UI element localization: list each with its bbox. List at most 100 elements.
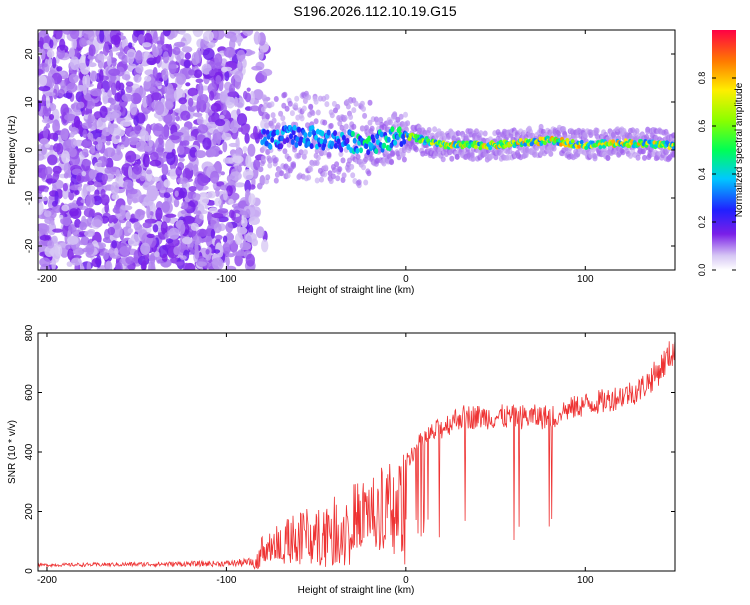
noise-blob — [82, 83, 87, 96]
noise-blob — [244, 205, 253, 211]
noise-blob — [255, 226, 265, 239]
ridge-halo — [261, 144, 267, 151]
noise-blob — [222, 235, 228, 243]
ridge-halo — [504, 134, 510, 141]
noise-blob — [44, 143, 51, 148]
noise-blob — [212, 30, 225, 40]
ridge-halo — [293, 102, 299, 109]
noise-blob — [235, 216, 242, 222]
noise-blob — [223, 190, 228, 201]
ridge-core — [295, 136, 300, 143]
noise-blob — [181, 183, 187, 188]
ridge-halo — [323, 164, 329, 171]
ridge-core — [364, 143, 369, 150]
noise-blob — [249, 105, 260, 112]
noise-blob — [222, 242, 231, 255]
noise-blob — [249, 184, 256, 190]
noise-blob — [171, 148, 176, 157]
noise-blob — [59, 38, 66, 51]
ridge-core — [350, 130, 355, 137]
noise-blob — [192, 164, 199, 177]
noise-blob — [120, 120, 132, 127]
noise-blob — [214, 235, 223, 240]
noise-blob — [210, 228, 216, 239]
ridge-halo — [326, 151, 332, 158]
noise-blob — [229, 209, 235, 219]
noise-blob — [71, 257, 82, 266]
noise-blob — [232, 251, 242, 256]
ridge-core — [333, 142, 338, 149]
ridge-halo — [341, 172, 347, 179]
noise-blob — [38, 85, 51, 92]
noise-blob — [111, 82, 117, 96]
noise-blob — [60, 217, 70, 225]
noise-blob — [39, 257, 51, 268]
ridge-core — [367, 135, 372, 142]
noise-blob — [105, 260, 113, 270]
noise-blob — [52, 165, 62, 175]
noise-blob — [180, 210, 187, 215]
noise-blob — [47, 240, 55, 249]
noise-blob — [197, 124, 208, 134]
noise-blob — [120, 205, 133, 211]
noise-blob — [62, 183, 68, 192]
y-tick-label: 0 — [24, 568, 35, 574]
ridge-halo — [329, 112, 335, 119]
ridge-halo — [634, 128, 640, 134]
noise-blob — [173, 41, 186, 48]
ridge-halo — [548, 150, 554, 157]
noise-blob — [81, 148, 89, 157]
ridge-core — [291, 129, 296, 136]
noise-blob — [88, 62, 97, 68]
noise-blob — [68, 73, 79, 84]
noise-blob — [137, 34, 145, 44]
x-tick-label: -100 — [216, 274, 236, 285]
spectrogram-y-label: Frequency (Hz) — [7, 116, 18, 185]
noise-blob — [38, 55, 41, 66]
noise-blob — [171, 110, 176, 123]
noise-blob — [56, 142, 64, 156]
noise-blob — [121, 74, 131, 81]
ridge-halo — [334, 161, 340, 168]
ridge-halo — [294, 95, 300, 102]
ridge-halo — [390, 151, 396, 157]
ridge-halo — [401, 156, 407, 163]
ridge-halo — [328, 122, 334, 129]
ridge-halo — [367, 119, 373, 126]
noise-blob — [236, 49, 246, 62]
noise-blob — [200, 38, 205, 51]
noise-blob — [194, 248, 200, 260]
snr-x-ticks: -200 -100 0 100 — [37, 333, 594, 586]
noise-blob — [188, 186, 197, 192]
noise-blob — [259, 175, 266, 186]
noise-blob — [54, 244, 63, 257]
noise-blob — [261, 239, 269, 253]
noise-blob — [39, 234, 51, 241]
noise-blob — [163, 192, 171, 199]
noise-blob — [69, 131, 75, 138]
noise-blob — [199, 94, 209, 104]
noise-blob — [107, 226, 116, 236]
ridge-core — [333, 130, 337, 137]
noise-blob — [197, 82, 204, 97]
noise-blob — [83, 110, 90, 115]
x-tick-label: -100 — [216, 575, 236, 586]
ridge-halo — [642, 154, 647, 161]
x-tick-label: 0 — [403, 274, 409, 285]
noise-blob — [130, 92, 142, 105]
ridge-halo — [355, 154, 361, 160]
noise-blob — [87, 180, 95, 186]
ridge-halo — [335, 103, 341, 110]
noise-blob — [205, 249, 210, 255]
noise-blob — [77, 186, 82, 192]
noise-blob — [232, 155, 244, 164]
ridge-core — [390, 126, 395, 133]
noise-blob — [160, 60, 171, 71]
noise-blob — [49, 132, 58, 140]
noise-blob — [64, 113, 77, 122]
noise-blob — [258, 166, 264, 173]
ridge-core — [319, 138, 324, 145]
noise-blob — [253, 125, 258, 139]
noise-blob — [67, 235, 79, 245]
